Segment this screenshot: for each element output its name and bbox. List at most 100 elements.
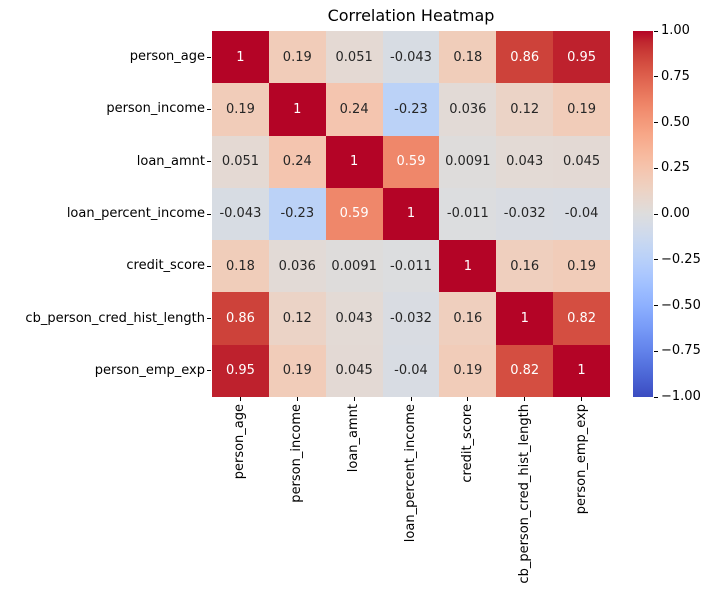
y-tick-mark xyxy=(207,370,211,372)
heatmap-cell-1-5: 0.12 xyxy=(496,83,554,136)
heatmap-cell-1-2: 0.24 xyxy=(325,83,383,136)
x-tick-label-person_age: person_age xyxy=(232,404,248,480)
x-tick-label-loan_percent_income: loan_percent_income xyxy=(403,404,418,543)
x-tick-mark xyxy=(581,397,583,401)
heatmap-cell-3-5: -0.032 xyxy=(496,187,554,241)
heatmap-cell-2-6: 0.045 xyxy=(553,135,610,188)
y-tick-label-loan_percent_income: loan_percent_income xyxy=(66,206,205,221)
cell-annotation: -0.04 xyxy=(564,206,599,222)
colorbar-tick-label: 1.00 xyxy=(661,23,690,38)
cell-annotation: 0.045 xyxy=(562,154,601,170)
cell-annotation: 0.16 xyxy=(510,258,540,274)
heatmap-cell-3-2: 0.59 xyxy=(325,187,383,241)
heatmap-cell-3-4: -0.011 xyxy=(439,187,497,241)
x-tick-mark xyxy=(524,397,526,401)
heatmap-cell-5-5: 1 xyxy=(496,292,554,345)
heatmap-cell-3-1: -0.23 xyxy=(268,187,326,241)
cell-annotation: 0.043 xyxy=(506,154,544,170)
heatmap-cell-5-3: -0.032 xyxy=(382,292,440,345)
heatmap-cell-6-2: 0.045 xyxy=(325,344,383,397)
colorbar-tick-label: 0.75 xyxy=(661,68,690,84)
heatmap-cell-3-6: -0.04 xyxy=(553,187,610,241)
cell-annotation: 0.18 xyxy=(453,49,483,65)
y-tick-label-person_emp_exp: person_emp_exp xyxy=(94,362,205,378)
cell-annotation: 0.24 xyxy=(339,101,369,117)
heatmap-cell-4-6: 0.19 xyxy=(553,240,610,293)
y-tick-mark xyxy=(207,161,211,163)
cell-annotation: 1 xyxy=(349,154,359,170)
cell-annotation: 0.95 xyxy=(567,49,597,65)
cell-annotation: -0.032 xyxy=(503,206,546,222)
cell-annotation: 0.82 xyxy=(510,363,540,379)
colorbar-tick-label: 0.00 xyxy=(661,206,690,221)
heatmap-cell-1-1: 1 xyxy=(268,83,326,136)
x-tick-label-cb_person_cred_hist_length: cb_person_cred_hist_length xyxy=(516,404,532,584)
cell-annotation: 0.19 xyxy=(282,49,312,65)
cell-annotation: -0.032 xyxy=(390,311,432,327)
cell-annotation: 0.043 xyxy=(335,311,373,327)
heatmap-cell-0-5: 0.86 xyxy=(496,31,554,84)
cell-annotation: 1 xyxy=(293,101,302,117)
x-tick-label-person_emp_exp: person_emp_exp xyxy=(573,404,589,515)
cell-annotation: 0.0091 xyxy=(445,154,491,170)
x-tick-label-loan_amnt: loan_amnt xyxy=(346,404,362,473)
heatmap-cell-0-4: 0.18 xyxy=(439,31,497,84)
y-tick-mark xyxy=(207,265,211,267)
cell-annotation: 0.0091 xyxy=(331,258,377,274)
heatmap-cell-0-1: 0.19 xyxy=(268,31,326,84)
colorbar-tick-mark xyxy=(654,167,658,169)
colorbar xyxy=(633,31,653,397)
heatmap-cell-6-5: 0.82 xyxy=(496,344,554,397)
heatmap-cell-0-2: 0.051 xyxy=(325,31,383,84)
cell-annotation: 0.19 xyxy=(282,363,312,379)
y-tick-mark xyxy=(207,213,211,215)
cell-annotation: 0.19 xyxy=(453,363,483,379)
x-tick-mark xyxy=(296,397,298,401)
cell-annotation: 0.86 xyxy=(225,311,255,327)
heatmap-cell-2-3: 0.59 xyxy=(382,135,440,188)
cell-annotation: 0.045 xyxy=(335,363,373,379)
x-tick-mark xyxy=(239,397,241,401)
x-tick-label-credit_score: credit_score xyxy=(459,404,475,483)
heatmap-cell-2-0: 0.051 xyxy=(212,135,269,188)
heatmap-cell-4-3: -0.011 xyxy=(382,240,440,293)
heatmap-cell-2-1: 0.24 xyxy=(268,135,326,188)
heatmap-cell-5-6: 0.82 xyxy=(553,292,610,345)
x-tick-mark xyxy=(353,397,355,401)
y-tick-label-person_age: person_age xyxy=(129,49,205,65)
heatmap-cell-2-2: 1 xyxy=(325,135,383,188)
cell-annotation: 0.24 xyxy=(282,154,312,170)
colorbar-tick-label: −0.50 xyxy=(661,297,701,313)
y-tick-mark xyxy=(207,318,211,320)
colorbar-tick-mark xyxy=(654,122,658,123)
cell-annotation: -0.043 xyxy=(390,49,432,65)
cell-annotation: 1 xyxy=(406,206,416,222)
cell-annotation: 1 xyxy=(463,258,472,274)
x-tick-label-person_income: person_income xyxy=(289,404,305,503)
heatmap-cell-1-6: 0.19 xyxy=(553,83,610,136)
cell-annotation: 1 xyxy=(520,311,529,327)
cell-annotation: 0.82 xyxy=(567,311,597,327)
y-tick-label-person_income: person_income xyxy=(106,101,205,117)
colorbar-tick-mark xyxy=(654,76,658,78)
cell-annotation: 0.59 xyxy=(396,154,426,170)
colorbar-tick-label: −0.75 xyxy=(661,343,701,359)
heatmap-cell-2-4: 0.0091 xyxy=(439,135,497,188)
colorbar-tick-mark xyxy=(654,213,658,215)
heatmap-cell-6-6: 1 xyxy=(553,344,610,397)
cell-annotation: 1 xyxy=(236,49,245,65)
colorbar-tick-label: 0.25 xyxy=(661,160,690,176)
y-tick-mark xyxy=(207,108,211,110)
colorbar-tick-label: 0.50 xyxy=(661,114,690,130)
heatmap-cell-5-0: 0.86 xyxy=(212,292,269,345)
colorbar-tick-mark xyxy=(654,305,658,306)
heatmap-cell-4-5: 0.16 xyxy=(496,240,554,293)
heatmap-cell-5-1: 0.12 xyxy=(268,292,326,345)
heatmap-cell-1-0: 0.19 xyxy=(212,83,269,136)
heatmap-cell-3-0: -0.043 xyxy=(212,187,269,241)
colorbar-tick-mark xyxy=(654,30,658,32)
cell-annotation: -0.04 xyxy=(394,363,428,379)
heatmap-cell-6-1: 0.19 xyxy=(268,344,326,397)
heatmap-cell-6-3: -0.04 xyxy=(382,344,440,397)
heatmap-cell-1-3: -0.23 xyxy=(382,83,440,136)
